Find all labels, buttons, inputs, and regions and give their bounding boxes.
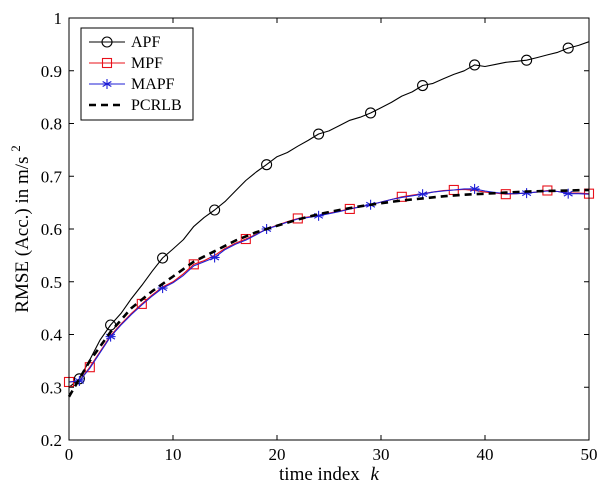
legend-item-apf: APF [89, 34, 160, 51]
legend: APF MPF MAPF PCRLB [80, 27, 194, 121]
data-point-apf [417, 79, 429, 92]
x-tick-label: 40 [477, 445, 494, 464]
legend-marker-mapf [102, 79, 112, 89]
series-line-mapf [68, 188, 590, 383]
x-axis: 0 10 20 30 40 50 [65, 18, 598, 464]
legend-box [80, 27, 194, 121]
data-point-apf [365, 107, 377, 119]
y-tick-label: 0.2 [41, 431, 62, 450]
data-point-apf [521, 54, 533, 66]
y-axis-title: RMSE (Acc.) in m/s 2 [8, 145, 33, 312]
legend-label-mapf: MAPF [131, 76, 175, 93]
y-tick-label: 0.3 [41, 378, 62, 397]
x-tick-label: 20 [269, 445, 286, 464]
data-point-apf [209, 204, 221, 216]
series-mpf [63, 184, 595, 388]
y-tick-label: 0.8 [41, 115, 62, 134]
data-point-mapf [521, 188, 532, 199]
legend-label-mpf: MPF [131, 55, 163, 72]
series-pcrlb [67, 188, 590, 398]
x-tick-label: 50 [581, 445, 598, 464]
data-point-mapf [209, 252, 220, 263]
y-tick-label: 0.9 [41, 62, 62, 81]
x-axis-title-text: time index [279, 464, 360, 485]
y-tick-label: 1 [54, 9, 63, 28]
series-apf [68, 41, 590, 388]
data-point-mpf [240, 233, 251, 245]
series-line-apf [68, 41, 590, 388]
x-axis-title: time index k [279, 464, 379, 485]
x-axis-title-variable: k [371, 464, 380, 485]
data-point-apf [313, 128, 325, 140]
y-tick-label: 0.5 [41, 273, 62, 292]
legend-item-mapf: MAPF [89, 76, 175, 93]
y-tick-label: 0.7 [41, 167, 63, 186]
data-point-apf [469, 59, 481, 71]
data-point-apf [157, 252, 169, 264]
y-axis: 0.2 0.3 0.4 0.5 0.6 0.7 0.8 0.9 1 [41, 9, 589, 450]
data-point-mapf [417, 189, 428, 200]
x-tick-label: 10 [165, 445, 182, 464]
data-point-mpf [344, 203, 355, 215]
y-axis-title-text: RMSE (Acc.) in m/s [12, 157, 33, 313]
legend-label-pcrlb: PCRLB [131, 97, 182, 114]
legend-marker-apf [101, 36, 113, 48]
series-mapf [68, 183, 590, 386]
data-point-apf [261, 159, 273, 171]
y-axis-title-superscript: 2 [8, 145, 23, 152]
legend-item-mpf: MPF [89, 55, 163, 72]
series-line-mpf [68, 188, 590, 383]
series-line-pcrlb [67, 188, 590, 398]
data-point-mapf [563, 188, 574, 199]
x-tick-label: 30 [373, 445, 390, 464]
legend-label-apf: APF [131, 34, 160, 51]
y-tick-label: 0.6 [41, 220, 62, 239]
data-point-apf [562, 42, 574, 54]
plot-area [63, 41, 595, 398]
y-tick-label: 0.4 [41, 326, 63, 345]
legend-item-pcrlb: PCRLB [89, 97, 182, 114]
x-tick-label: 0 [65, 445, 74, 464]
data-point-mapf [469, 183, 480, 194]
legend-marker-mpf [101, 57, 113, 69]
